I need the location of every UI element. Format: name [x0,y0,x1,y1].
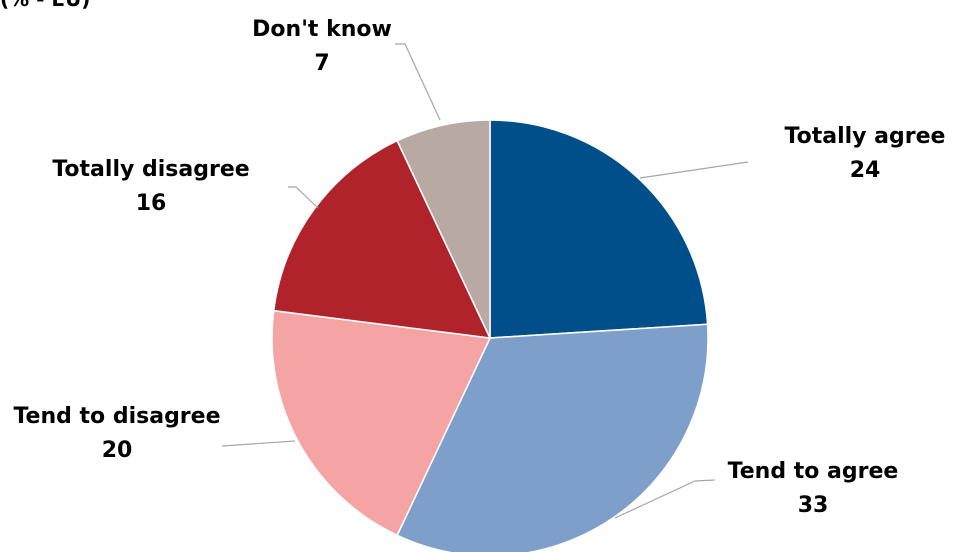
leader-lines [221,43,749,519]
slice-value-don-t-know: 7 [314,51,329,76]
slice-label-don-t-know: Don't know [252,17,392,42]
slice-labels: Totally agree 24 Tend to agree 33 Tend to di… [13,17,945,518]
pie-slice-totally-disagree [272,139,492,339]
slice-label-totally-agree: Totally agree [785,124,946,149]
leader-line-totally-agree [639,161,749,179]
slice-value-tend-to-agree: 33 [798,493,829,518]
leader-line-tend-to-disagree [221,440,296,447]
pie-slice-tend-to-disagree [271,309,492,537]
slice-value-tend-to-disagree: 20 [102,438,133,463]
chart-header-fragment: (% - EU) [0,0,90,11]
leader-line-totally-disagree [288,186,319,209]
leader-line-tend-to-agree [614,479,716,519]
pie-slices [271,119,709,552]
slice-label-tend-to-agree: Tend to agree [728,459,899,484]
slice-value-totally-agree: 24 [850,158,881,183]
slice-value-totally-disagree: 16 [136,191,167,216]
slice-label-totally-disagree: Totally disagree [52,157,249,182]
pie-slice-totally-agree [489,119,709,339]
pie-slice-don-t-know [396,119,491,339]
pie-slice-tend-to-agree [396,323,709,552]
leader-line-don-t-know [395,43,441,121]
slice-label-tend-to-disagree: Tend to disagree [13,404,220,429]
